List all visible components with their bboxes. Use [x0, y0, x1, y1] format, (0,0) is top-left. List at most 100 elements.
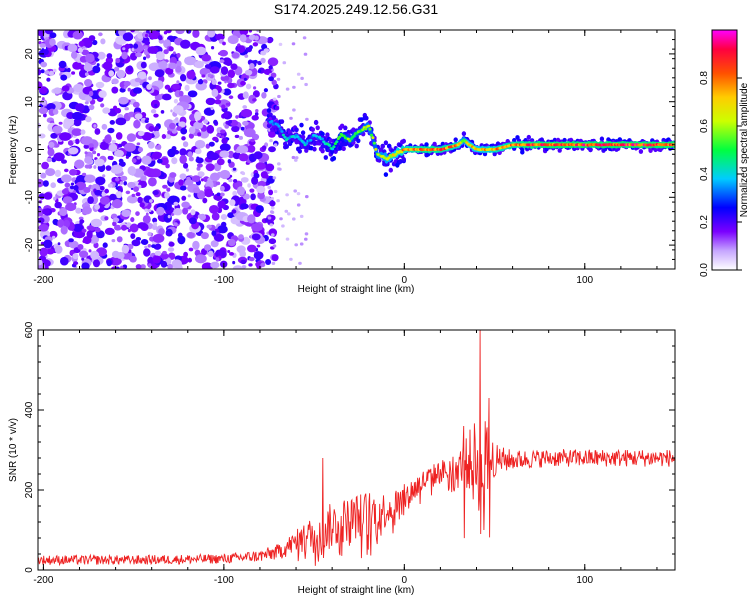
spectrogram-noise-cell — [86, 230, 93, 239]
spectrogram-noise-cell — [48, 70, 55, 77]
spectrogram-noise-cell — [62, 196, 73, 205]
colorbar-tick-label: 0.2 — [699, 215, 710, 229]
spectrogram-noise-cell — [38, 259, 43, 266]
spectrogram-noise-cell — [64, 45, 69, 51]
spectrogram-noise-cell — [269, 200, 276, 207]
spectrogram-noise-cell — [160, 110, 165, 114]
spectrogram-noise-cell — [92, 150, 97, 155]
spectrogram-noise-cell — [94, 158, 105, 167]
spectrogram-noise-cell — [40, 61, 48, 68]
spectrogram-noise-cell — [284, 209, 289, 213]
spectrogram-ridge-core — [283, 135, 287, 139]
spectrogram-noise-cell — [238, 234, 244, 240]
spectrogram-noise-cell — [72, 253, 79, 260]
snr-y-label: SNR (10 * v/v) — [8, 418, 19, 482]
spectrogram-noise-cell — [195, 157, 204, 164]
spectrogram-noise-cell — [137, 222, 147, 229]
spectrogram-noise-cell — [107, 183, 113, 188]
spectrogram-noise-cell — [294, 243, 299, 247]
snr-panel: -200 -100 0 100 0 200 400 600 Height of straig… — [8, 321, 676, 596]
spectrogram-noise-cell — [68, 147, 79, 155]
spectrogram-noise-cell — [263, 48, 270, 53]
spectrogram-noise-cell — [102, 174, 106, 178]
spectrogram-noise-cell — [204, 244, 212, 251]
spectrogram-noise-cell — [232, 260, 236, 265]
spectrogram-noise-cell — [84, 151, 88, 155]
spectrogram-ridge-halo — [271, 115, 277, 120]
spectrogram-noise-cell — [102, 107, 111, 114]
spectrogram-noise-cell — [267, 57, 279, 67]
spectrogram-noise-cell — [300, 76, 304, 80]
spectrogram-noise-cell — [123, 80, 131, 87]
spectrogram-noise-cell — [255, 205, 264, 214]
spectrogram-noise-cell — [127, 181, 136, 189]
spectrogram-noise-cell — [266, 37, 273, 44]
spectrogram-noise-cell — [158, 60, 168, 70]
spectrogram-noise-cell — [253, 172, 260, 179]
spectrogram-noise-cell — [88, 35, 96, 42]
spectrogram-noise-cell — [217, 81, 222, 85]
spectrogram-noise-cell — [236, 186, 245, 196]
spectrogram-ridge-core — [270, 120, 274, 123]
spectrogram-noise-cell — [207, 266, 212, 269]
spectrogram-noise-cell — [170, 109, 173, 113]
spectrogram-noise-cell — [78, 216, 84, 220]
spectrogram-noise-cell — [63, 219, 70, 228]
spectrogram-noise-cell — [219, 192, 225, 197]
spectrogram-noise-cell — [111, 78, 119, 85]
spectrogram-noise-cell — [242, 91, 249, 99]
spectrogram-noise-cell — [121, 209, 131, 217]
spectrogram-noise-cell — [68, 238, 74, 243]
spectrogram-noise-cell — [54, 245, 63, 254]
spectrogram-noise-cell — [224, 124, 229, 129]
spectrogram-noise-cell — [84, 174, 96, 183]
spectrogram-noise-cell — [255, 162, 266, 170]
spectrogram-noise-cell — [157, 158, 163, 164]
spectrogram-noise-cell — [165, 67, 174, 75]
spectrogram-noise-cell — [292, 217, 296, 221]
spectrogram-noise-cell — [139, 202, 145, 208]
spectrogram-noise-cell — [73, 185, 79, 191]
spectrogram-noise-cell — [211, 46, 215, 50]
spectrogram-noise-cell — [106, 259, 112, 267]
spectrogram-noise-cell — [77, 47, 84, 53]
spectrogram-noise-cell — [304, 232, 309, 236]
spectrogram-noise-cell — [165, 133, 172, 140]
spectrogram-noise-cell — [41, 161, 49, 170]
spectrogram-noise-cell — [253, 251, 264, 260]
spectrogram-noise-cell — [220, 66, 229, 75]
spectrogram-noise-cell — [256, 30, 260, 33]
spectrogram-noise-cell — [239, 30, 249, 36]
colorbar: 0.0 0.2 0.4 0.6 0.8 Normalized spectral ampl… — [699, 29, 750, 277]
spectrogram-noise-cell — [277, 94, 281, 99]
spectrogram-noise-cell — [88, 104, 95, 111]
spectrogram-noise-cell — [46, 248, 55, 255]
spectrogram-noise-cell — [261, 145, 267, 151]
spectrogram-noise-cell — [195, 46, 207, 56]
spectrogram-noise-cell — [153, 221, 158, 227]
spectrogram-noise-cell — [104, 227, 115, 235]
spectrogram-noise-cell — [271, 261, 276, 265]
spectrogram-noise-cell — [184, 84, 190, 92]
spectrogram-noise-cell — [231, 125, 240, 133]
spectrogram-noise-cell — [150, 168, 162, 178]
spectrogram-noise-cell — [83, 63, 93, 72]
spectrogram-noise-cell — [79, 69, 88, 78]
spectrogram-noise-cell — [213, 233, 225, 242]
spectrogram-noise-cell — [171, 213, 174, 216]
spectrogram-noise-cell — [126, 195, 138, 204]
spectrogram-noise-cell — [60, 74, 68, 81]
spectrogram-noise-cell — [173, 208, 183, 216]
spectrogram-ridge-core — [335, 140, 339, 144]
spectrogram-noise-cell — [211, 88, 219, 98]
spectrogram-noise-cell — [152, 190, 159, 196]
spectrogram-noise-cell — [201, 54, 212, 62]
spectrogram-noise-cell — [75, 207, 82, 214]
spectrogram-noise-cell — [186, 70, 196, 80]
spectrogram-noise-cell — [207, 250, 214, 258]
spectrogram-ridge-halo — [388, 167, 393, 173]
spectrogram-noise-cell — [42, 208, 50, 215]
spectrogram-noise-cell — [108, 143, 118, 152]
spectrogram-ridge-halo — [432, 141, 437, 147]
spectrogram-ridge-halo — [562, 137, 567, 143]
